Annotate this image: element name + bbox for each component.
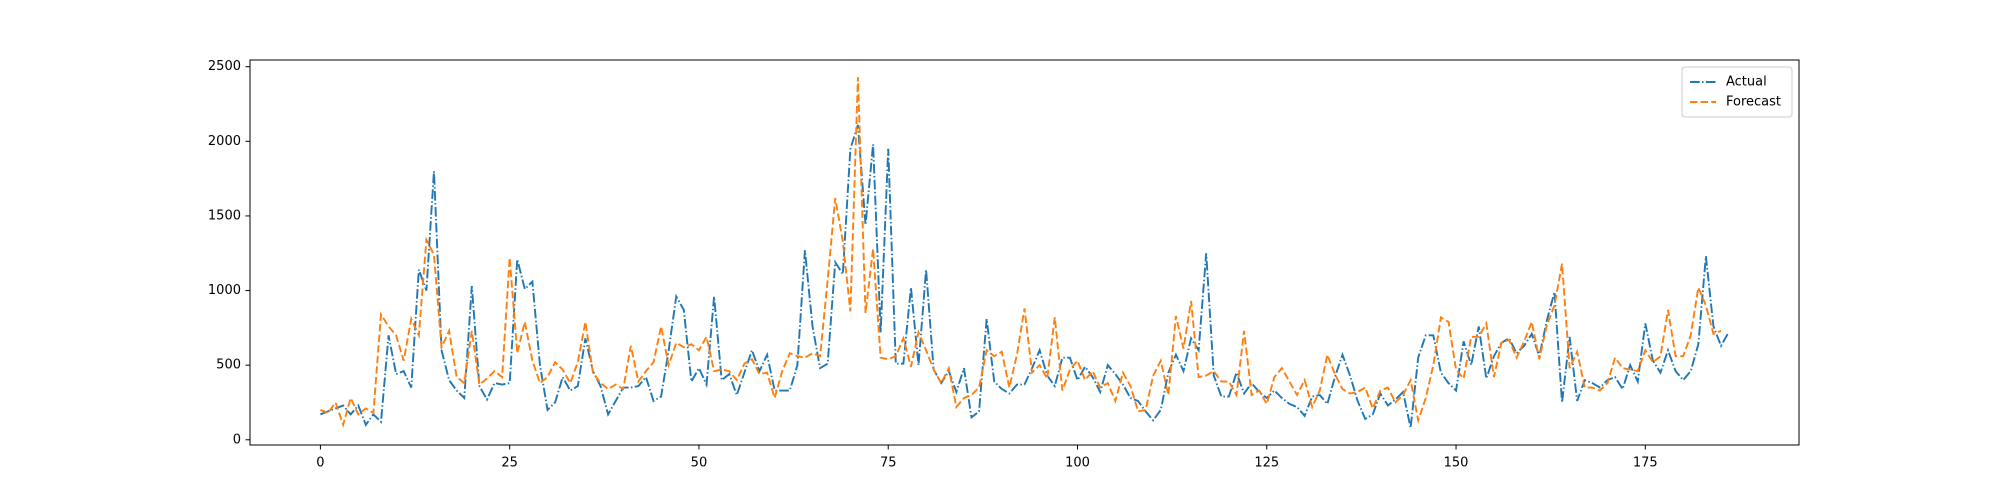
- y-tick-label: 2000: [208, 134, 241, 149]
- y-tick-label: 0: [233, 432, 241, 447]
- x-tick-label: 125: [1254, 456, 1279, 471]
- legend: Actual Forecast: [1681, 66, 1793, 118]
- legend-label: Actual: [1726, 75, 1767, 90]
- x-tick-label: 25: [501, 456, 518, 471]
- x-tick-label: 50: [691, 456, 708, 471]
- y-tick-label: 1000: [208, 283, 241, 298]
- plot-frame: [249, 59, 1800, 446]
- legend-box: [1681, 66, 1793, 118]
- series-line: [320, 124, 1730, 429]
- y-tick-label: 2500: [208, 59, 241, 74]
- y-tick-label: 1500: [208, 208, 241, 223]
- y-tick-label: 500: [216, 358, 241, 373]
- x-tick-label: 175: [1633, 456, 1658, 471]
- x-tick-label: 100: [1065, 456, 1090, 471]
- series-line: [320, 77, 1722, 429]
- x-tick-label: 75: [880, 456, 897, 471]
- legend-label: Forecast: [1726, 95, 1781, 110]
- x-tick-label: 0: [316, 456, 324, 471]
- x-tick-label: 150: [1444, 456, 1469, 471]
